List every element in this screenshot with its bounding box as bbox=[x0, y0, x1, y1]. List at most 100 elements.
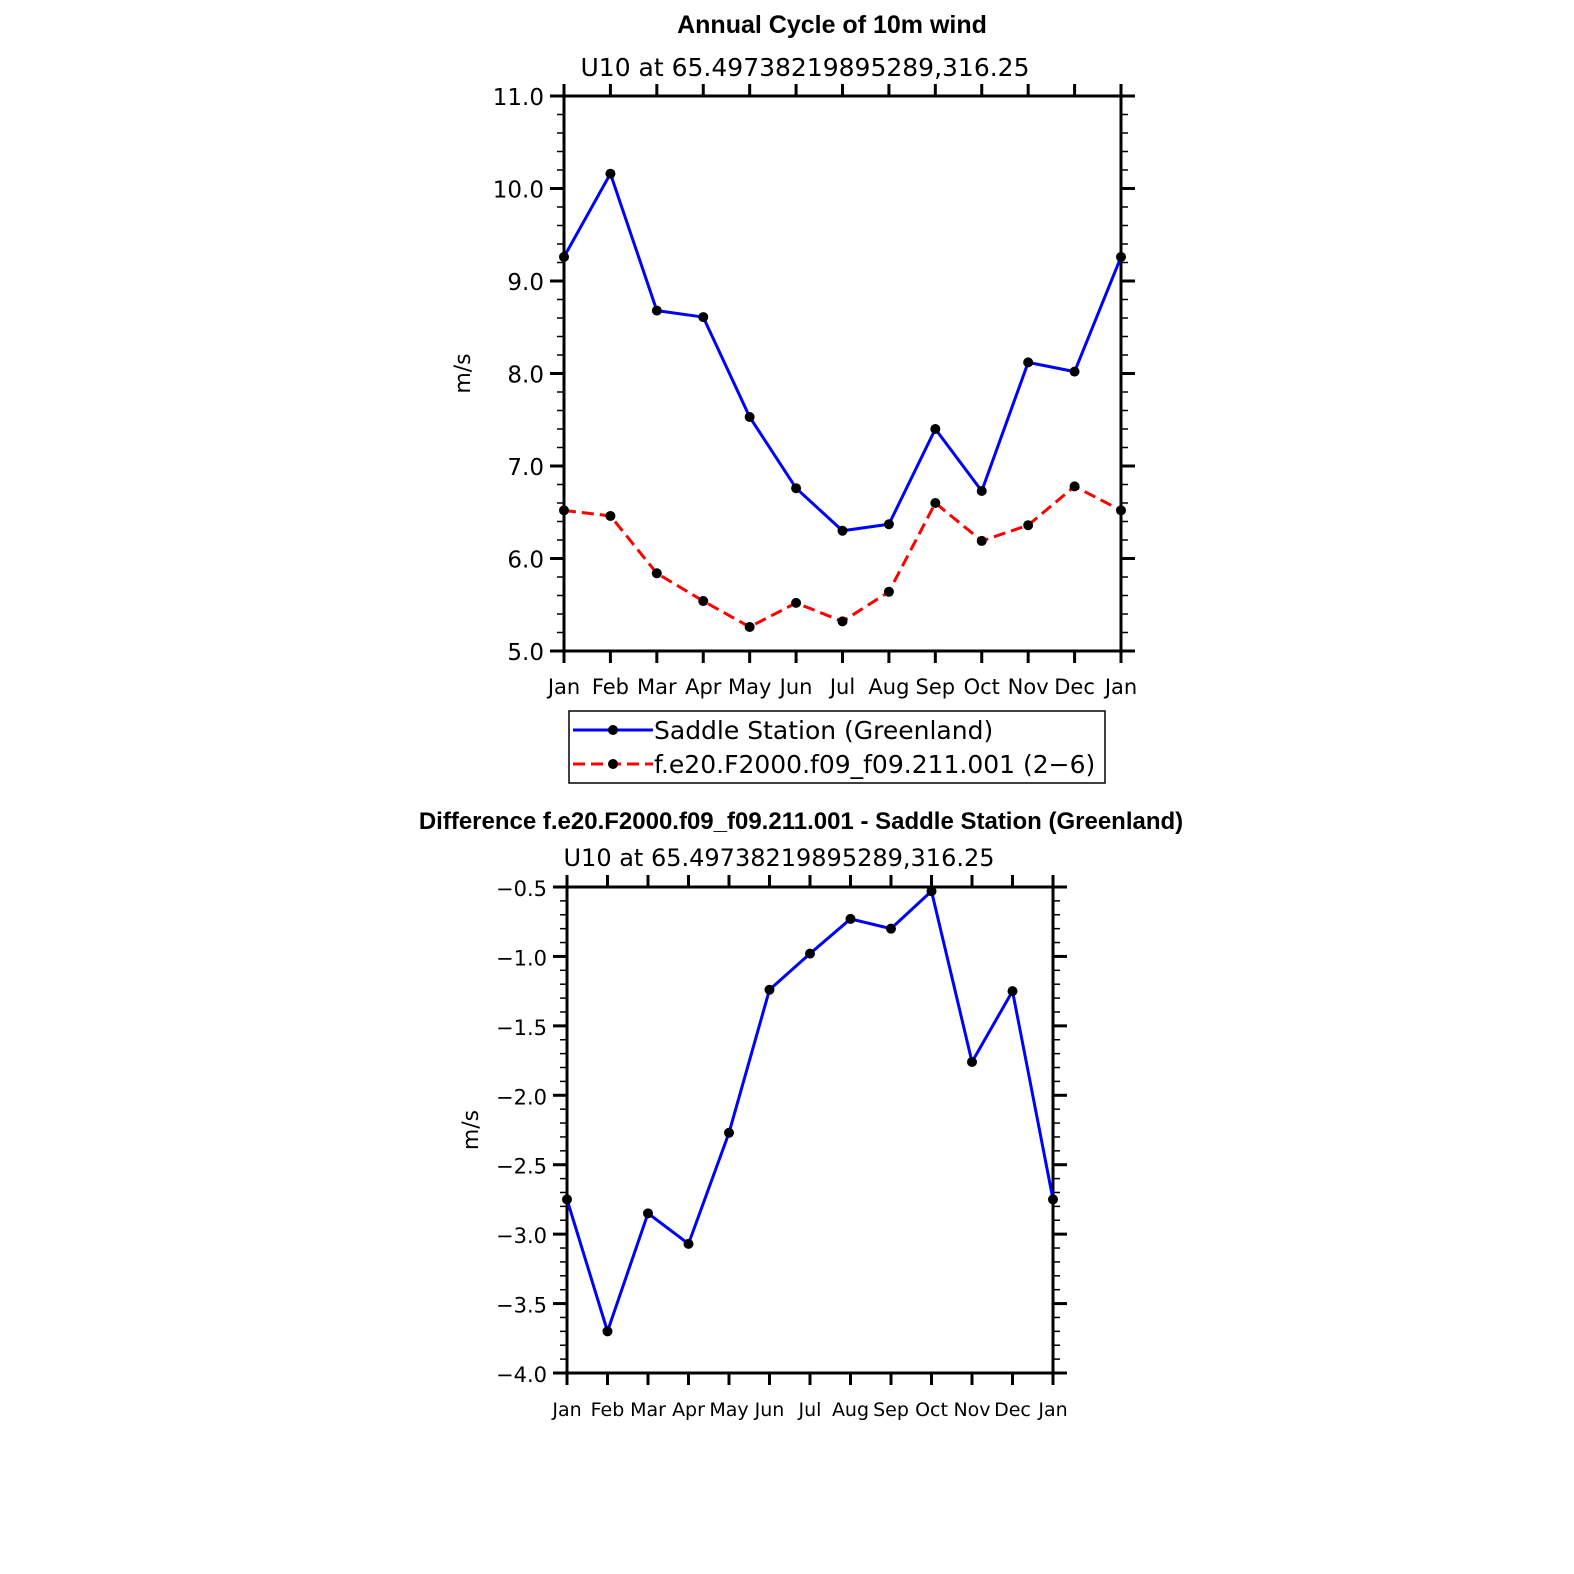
data-point bbox=[1023, 520, 1034, 531]
data-point bbox=[1069, 481, 1080, 492]
data-point bbox=[698, 596, 709, 607]
x-tick-label: Jan bbox=[1037, 1399, 1067, 1421]
x-tick-label: Mar bbox=[637, 675, 677, 699]
data-point bbox=[605, 168, 616, 179]
chart1-plot: Jan Feb Mar Apr May Jun Jul Aug Sep Oct Nov Dec Jan5… bbox=[451, 84, 1137, 699]
data-point bbox=[805, 948, 815, 959]
data-point bbox=[976, 485, 987, 496]
data-point bbox=[1023, 357, 1034, 368]
x-tick-label: Sep bbox=[873, 1399, 909, 1421]
y-tick-label: −0.5 bbox=[496, 877, 547, 901]
x-tick-label: Apr bbox=[685, 675, 722, 699]
data-point bbox=[837, 525, 848, 536]
data-point bbox=[1116, 505, 1126, 516]
y-tick-label: −2.5 bbox=[496, 1155, 547, 1179]
x-tick-label: Aug bbox=[832, 1399, 869, 1421]
data-point bbox=[744, 621, 755, 632]
data-point bbox=[724, 1127, 734, 1138]
data-point bbox=[976, 535, 987, 546]
series-line-0 bbox=[562, 170, 1123, 533]
data-point bbox=[1069, 366, 1080, 377]
y-tick-label: −3.0 bbox=[496, 1224, 547, 1248]
chart2-plot: Jan Feb Mar Apr May Jun Jul Aug Sep Oct Nov Dec Jan−… bbox=[459, 875, 1068, 1421]
x-tick-label: Aug bbox=[868, 675, 909, 699]
y-tick-label: 10.0 bbox=[493, 178, 544, 204]
data-point bbox=[1116, 251, 1126, 262]
y-tick-label: −1.0 bbox=[496, 946, 547, 970]
data-point bbox=[683, 1238, 694, 1249]
data-point bbox=[643, 1208, 653, 1219]
x-tick-label: Jul bbox=[828, 675, 855, 699]
plot-frame bbox=[562, 94, 1123, 653]
data-point bbox=[562, 1194, 572, 1205]
series-line-1 bbox=[563, 484, 1122, 629]
data-point bbox=[886, 923, 896, 934]
data-point bbox=[926, 886, 937, 897]
chart1-subtitle: U10 at 65.49738219895289,316.25 bbox=[581, 53, 1030, 82]
y-tick-label: −2.0 bbox=[496, 1085, 547, 1109]
x-tick-label: Jan bbox=[546, 675, 580, 699]
x-tick-label: Feb bbox=[591, 1399, 625, 1421]
y-tick-label: 11.0 bbox=[493, 85, 544, 111]
data-point bbox=[764, 984, 775, 995]
data-point bbox=[559, 251, 569, 262]
y-tick-label: 9.0 bbox=[507, 270, 544, 296]
x-tick-label: Oct bbox=[915, 1399, 948, 1421]
y-axis-label: m/s bbox=[459, 1110, 484, 1150]
x-tick-label: Jan bbox=[551, 1399, 581, 1421]
x-tick-label: Mar bbox=[630, 1399, 666, 1421]
legend-entry-model: f.e20.F2000.f09_f09.211.001 (2−6) bbox=[573, 750, 1095, 779]
data-point bbox=[605, 510, 616, 521]
legend-marker-saddle bbox=[608, 725, 618, 735]
y-axis-label: m/s bbox=[451, 353, 476, 393]
x-tick-label: Jun bbox=[778, 675, 813, 699]
y-tick-label: −3.5 bbox=[496, 1294, 547, 1318]
x-tick-label: Feb bbox=[592, 675, 629, 699]
data-point bbox=[744, 411, 755, 422]
plot-frame bbox=[565, 885, 1055, 1375]
x-tick-label: Nov bbox=[953, 1399, 990, 1421]
data-point bbox=[602, 1326, 613, 1337]
x-tick-label: Jul bbox=[798, 1399, 822, 1421]
y-tick-label: −4.0 bbox=[496, 1363, 547, 1387]
legend-entry-saddle: Saddle Station (Greenland) bbox=[573, 716, 993, 745]
data-point bbox=[791, 483, 802, 494]
data-point bbox=[837, 616, 848, 627]
chart2-title: Difference f.e20.F2000.f09_f09.211.001 -… bbox=[419, 808, 1183, 835]
data-point bbox=[930, 498, 941, 508]
legend: Saddle Station (Greenland) f.e20.F2000.f… bbox=[568, 710, 1106, 784]
x-tick-label: May bbox=[709, 1399, 748, 1421]
data-point bbox=[651, 305, 662, 316]
x-tick-label: Jan bbox=[1103, 675, 1137, 699]
x-tick-label: Apr bbox=[672, 1399, 705, 1421]
data-point bbox=[1007, 986, 1018, 997]
data-point bbox=[651, 568, 662, 579]
y-tick-label: 8.0 bbox=[507, 363, 544, 389]
x-tick-label: Dec bbox=[994, 1399, 1031, 1421]
legend-label-saddle: Saddle Station (Greenland) bbox=[654, 716, 993, 745]
data-point bbox=[845, 913, 856, 924]
data-point bbox=[883, 519, 894, 530]
data-point bbox=[791, 597, 802, 608]
y-tick-label: 5.0 bbox=[507, 640, 544, 666]
chart1-title: Annual Cycle of 10m wind bbox=[677, 11, 987, 39]
x-tick-label: Sep bbox=[916, 675, 956, 699]
legend-box bbox=[568, 710, 1106, 784]
data-point bbox=[883, 586, 894, 597]
y-tick-label: 6.0 bbox=[507, 548, 544, 574]
x-tick-label: May bbox=[728, 675, 771, 699]
chart2-subtitle: U10 at 65.49738219895289,316.25 bbox=[563, 844, 994, 872]
data-point bbox=[930, 424, 941, 434]
legend-label-model: f.e20.F2000.f09_f09.211.001 (2−6) bbox=[654, 750, 1095, 779]
data-point bbox=[1048, 1194, 1058, 1205]
data-point bbox=[967, 1056, 977, 1067]
x-tick-label: Dec bbox=[1054, 675, 1095, 699]
y-tick-label: 7.0 bbox=[507, 455, 544, 481]
x-tick-label: Nov bbox=[1008, 675, 1049, 699]
data-point bbox=[559, 505, 569, 516]
data-point bbox=[698, 312, 709, 323]
y-tick-label: −1.5 bbox=[496, 1016, 547, 1040]
legend-marker-model bbox=[608, 759, 618, 769]
x-tick-label: Oct bbox=[964, 675, 1000, 699]
